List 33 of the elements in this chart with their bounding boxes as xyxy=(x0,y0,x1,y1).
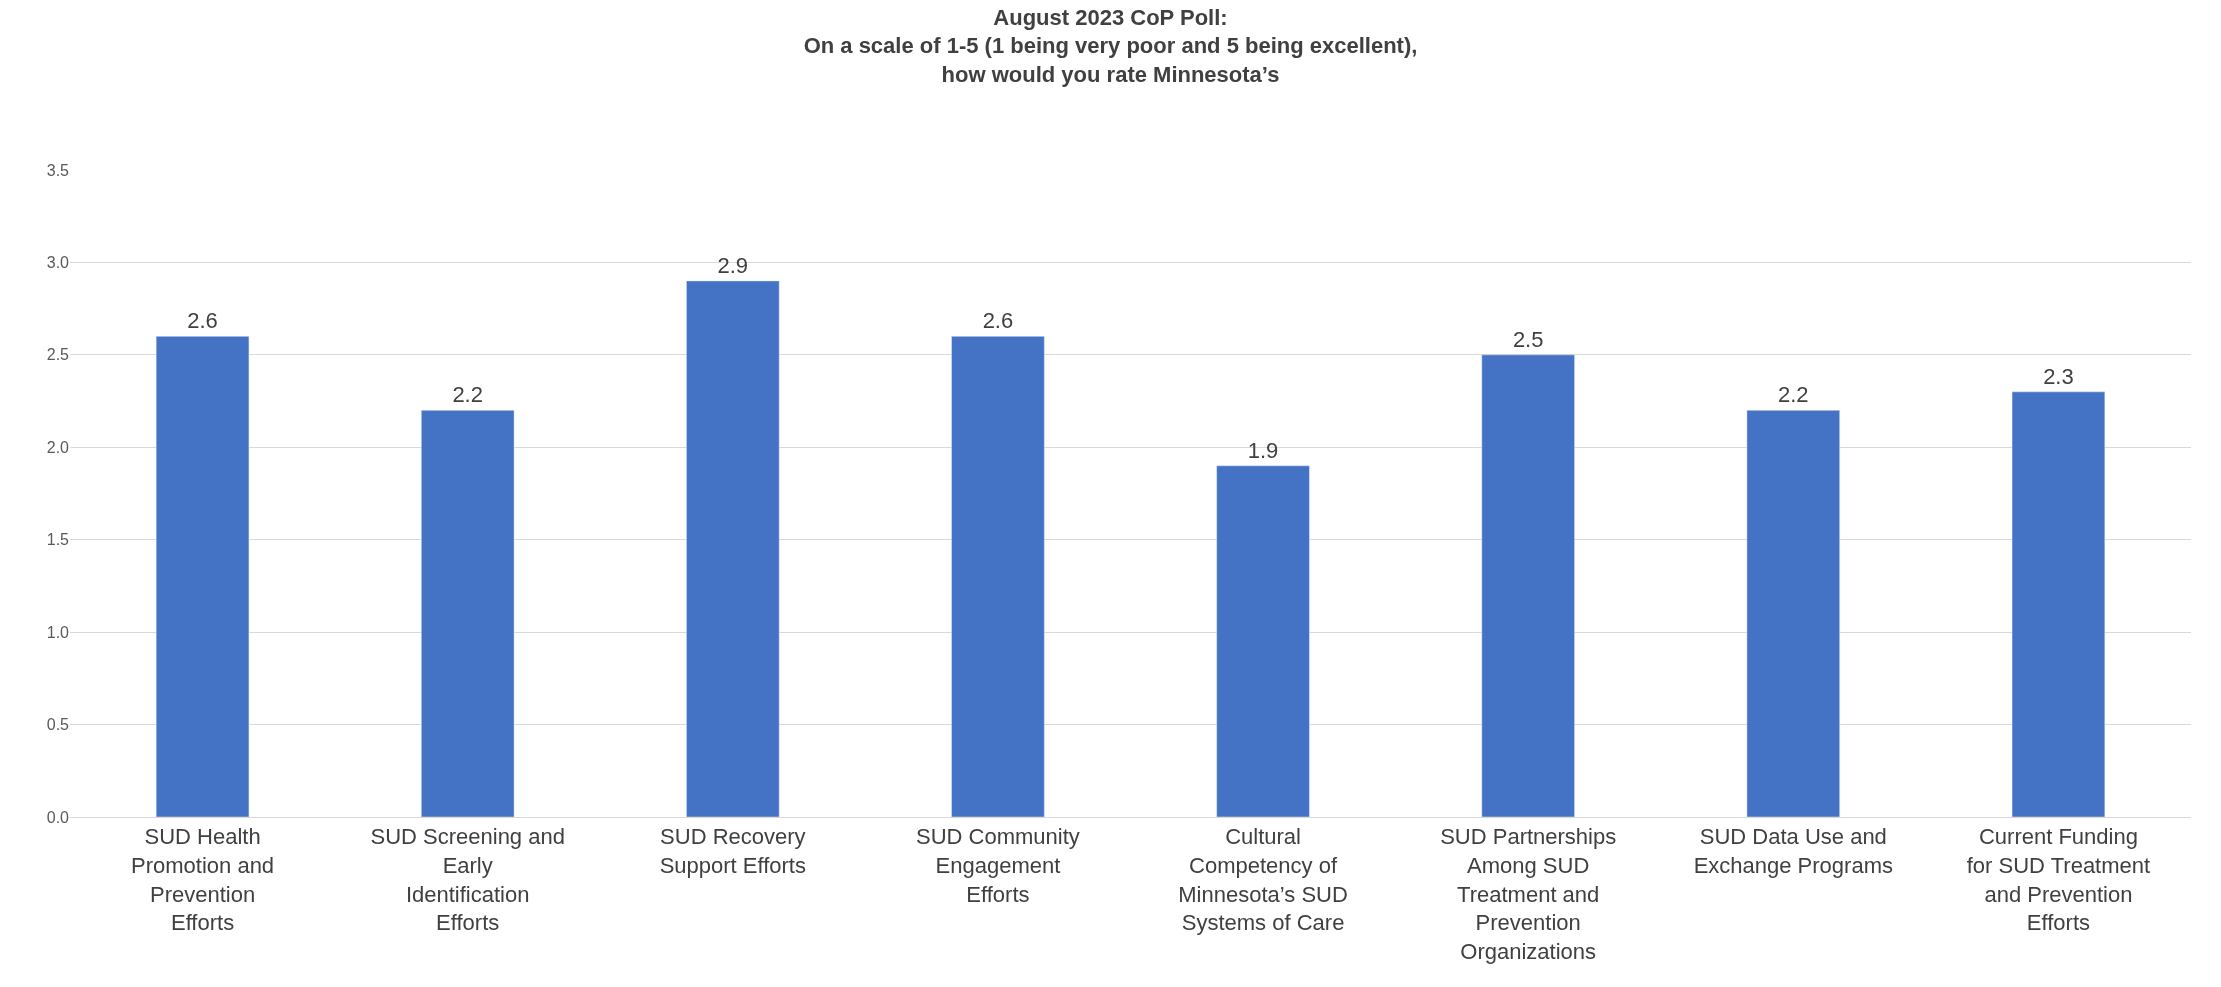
x-tick-label: SUD Screening and Early Identification Efforts xyxy=(370,824,565,936)
x-tick-label: SUD Recovery Support Efforts xyxy=(659,824,806,878)
y-tick-label: 0.0 xyxy=(46,808,70,826)
data-label: 2.9 xyxy=(717,252,749,278)
x-tick-label: SUD Community Engagement Efforts xyxy=(916,824,1080,907)
bar xyxy=(1216,465,1310,817)
data-label: 2.5 xyxy=(1512,326,1544,352)
y-tick-label: 1.0 xyxy=(46,623,70,641)
data-label: 2.2 xyxy=(1778,382,1809,408)
bar xyxy=(155,336,250,817)
data-label: 2.3 xyxy=(2043,363,2074,389)
data-label: 2.2 xyxy=(452,382,483,408)
x-tick-label: SUD Health Promotion and Prevention Efforts xyxy=(131,824,275,936)
y-tick-label: 3.5 xyxy=(46,161,70,179)
y-tick-label: 0.5 xyxy=(46,716,70,734)
bar xyxy=(2011,391,2106,817)
x-tick-label: SUD Data Use and Exchange Programs xyxy=(1693,824,1893,878)
x-tick-label: Current Funding for SUD Treatment and Prevention Efforts xyxy=(1966,824,2151,936)
y-tick-label: 2.0 xyxy=(46,438,70,456)
data-label: 1.9 xyxy=(1247,437,1279,463)
data-label: 2.6 xyxy=(982,308,1014,334)
bar xyxy=(1746,410,1840,817)
data-label: 2.6 xyxy=(187,308,218,334)
chart-title: August 2023 CoP Poll: On a scale of 1-5 (1 being very poor and 5 being excellent), how would you rate Minnesota’s xyxy=(803,4,1418,87)
bar xyxy=(421,410,515,817)
x-tick-label: Cultural Competency of Minnesota’s SUD Systems of Care xyxy=(1178,824,1348,936)
y-tick-label: 3.0 xyxy=(46,254,70,272)
y-tick-label: 2.5 xyxy=(46,346,70,364)
x-tick-label: SUD Partnerships Among SUD Treatment and Prevention Organizations xyxy=(1440,824,1617,964)
y-tick-label: 1.5 xyxy=(46,531,70,549)
bar xyxy=(686,280,780,817)
bar xyxy=(1481,354,1575,817)
bar xyxy=(951,336,1045,817)
